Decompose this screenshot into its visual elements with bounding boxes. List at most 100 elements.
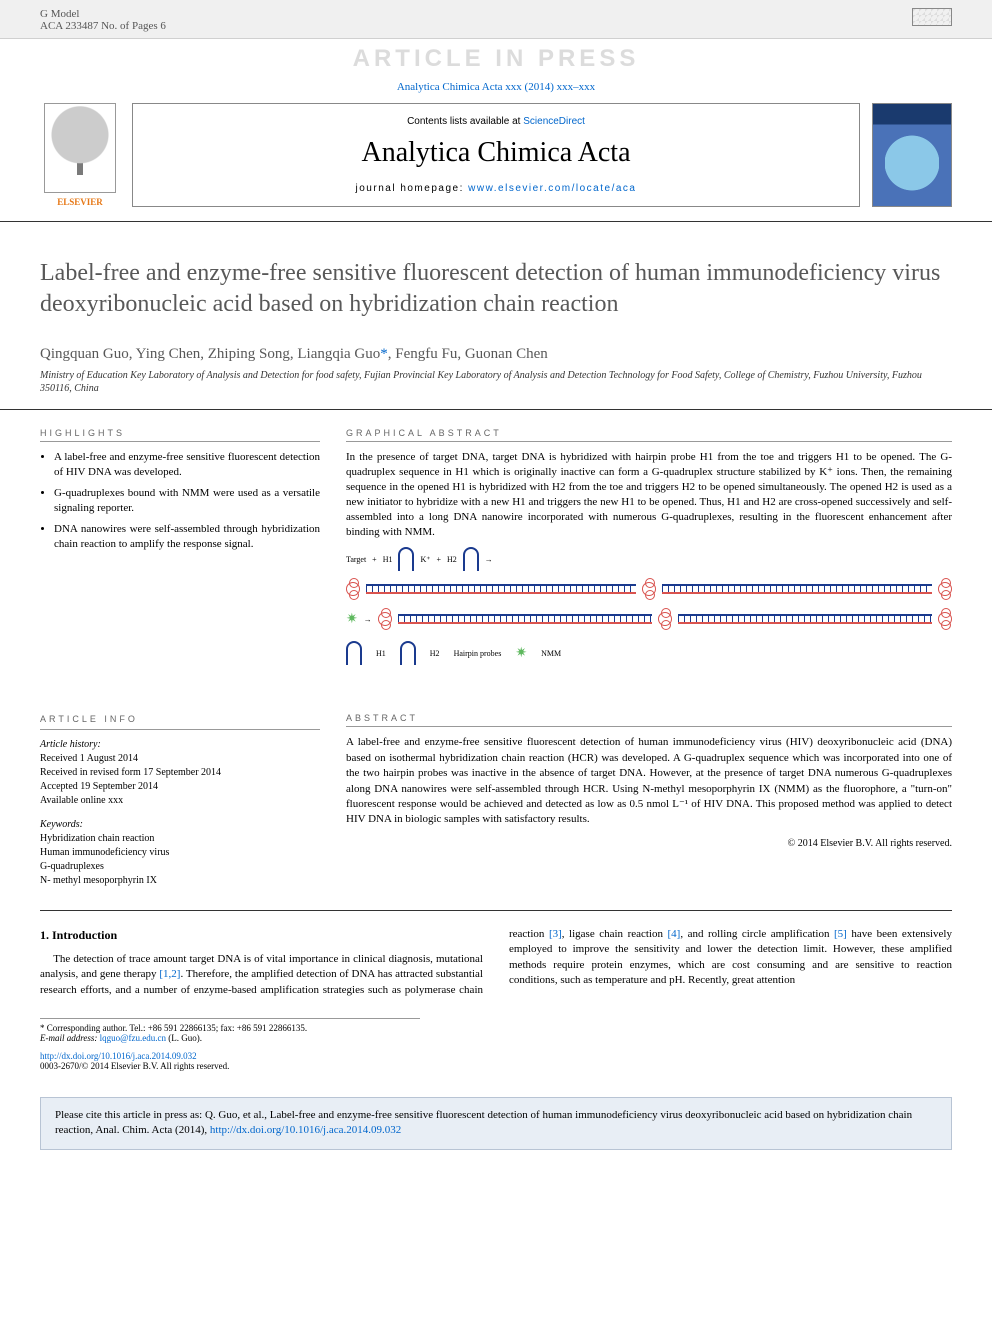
quadruplex-icon: [642, 582, 656, 596]
hairpin-legend: Hairpin probes: [454, 649, 502, 658]
h2-label: H2: [430, 649, 440, 658]
model-label: G Model: [40, 8, 166, 20]
nmm-star-icon: ✷: [515, 645, 527, 662]
h1-label: H1: [376, 649, 386, 658]
cite-box: Please cite this article in press as: Q.…: [40, 1097, 952, 1150]
keyword: G-quadruplexes: [40, 860, 320, 874]
received-date: Received 1 August 2014: [40, 752, 320, 766]
h1-label: H1: [383, 555, 393, 564]
doi-block: http://dx.doi.org/10.1016/j.aca.2014.09.…: [0, 1043, 992, 1087]
corresponding-mark: *: [380, 346, 388, 362]
sciencedirect-link[interactable]: ScienceDirect: [523, 116, 585, 127]
article-info-section: ARTICLE INFO Article history: Received 1…: [40, 713, 320, 888]
masthead-center: Contents lists available at ScienceDirec…: [132, 103, 860, 207]
quadruplex-icon: [938, 582, 952, 596]
artinfo-heading: ARTICLE INFO: [40, 713, 320, 730]
copyright-line: © 2014 Elsevier B.V. All rights reserved…: [346, 838, 952, 849]
hairpin-icon: [463, 547, 479, 571]
highlights-heading: HIGHLIGHTS: [40, 428, 320, 442]
ref-link[interactable]: [5]: [834, 928, 847, 940]
highlight-item: G-quadruplexes bound with NMM were used …: [54, 486, 320, 516]
journal-cover-thumb: [872, 103, 952, 207]
highlights-graphical-row: HIGHLIGHTS A label-free and enzyme-free …: [0, 410, 992, 687]
cite-doi-link[interactable]: http://dx.doi.org/10.1016/j.aca.2014.09.…: [210, 1124, 401, 1136]
article-title: Label-free and enzyme-free sensitive flu…: [40, 258, 952, 320]
accepted-date: Accepted 19 September 2014: [40, 780, 320, 794]
nmm-star-icon: ✷: [346, 611, 358, 628]
diagram-row: ✷ →: [346, 607, 952, 631]
dna-strand: [678, 614, 932, 624]
diagram-row: Target + H1 K⁺ + H2 →: [346, 547, 952, 571]
keywords-heading: Keywords:: [40, 818, 320, 832]
publisher-name: ELSEVIER: [57, 197, 103, 207]
diagram-legend: H1 H2 Hairpin probes ✷ NMM: [346, 641, 952, 665]
affiliation: Ministry of Education Key Laboratory of …: [0, 369, 992, 410]
corr-line: * Corresponding author. Tel.: +86 591 22…: [40, 1023, 420, 1033]
ref-link[interactable]: [4]: [668, 928, 681, 940]
issn-copyright: 0003-2670/© 2014 Elsevier B.V. All right…: [40, 1061, 952, 1071]
history-heading: Article history:: [40, 738, 320, 752]
highlight-item: A label-free and enzyme-free sensitive f…: [54, 450, 320, 480]
abstract-text: A label-free and enzyme-free sensitive f…: [346, 735, 952, 827]
hairpin-icon: [398, 547, 414, 571]
doi-link[interactable]: http://dx.doi.org/10.1016/j.aca.2014.09.…: [40, 1051, 197, 1061]
dna-strand: [398, 614, 652, 624]
masthead: ELSEVIER Contents lists available at Sci…: [0, 103, 992, 222]
elsevier-tree-icon: [44, 103, 116, 193]
keyword: Human immunodeficiency virus: [40, 846, 320, 860]
elsevier-logo: ELSEVIER: [40, 103, 120, 207]
dna-strand: [366, 584, 636, 594]
abstract-heading: ABSTRACT: [346, 713, 952, 727]
intro-text: , ligase chain reaction: [562, 928, 668, 940]
email-link[interactable]: lqguo@fzu.edu.cn: [100, 1033, 166, 1043]
citation-link[interactable]: Analytica Chimica Acta xxx (2014) xxx–xx…: [397, 81, 595, 93]
info-abstract-row: ARTICLE INFO Article history: Received 1…: [0, 695, 992, 888]
corresponding-author-note: * Corresponding author. Tel.: +86 591 22…: [40, 1018, 420, 1043]
authors-line: Qingquan Guo, Ying Chen, Zhiping Song, L…: [0, 328, 992, 369]
abstract-section: ABSTRACT A label-free and enzyme-free se…: [346, 713, 952, 888]
authors-rest: , Fengfu Fu, Guonan Chen: [388, 346, 548, 362]
introduction-columns: 1. Introduction The detection of trace a…: [0, 911, 992, 1008]
homepage-line: journal homepage: www.elsevier.com/locat…: [356, 183, 637, 194]
graphical-abstract-text: In the presence of target DNA, target DN…: [346, 450, 952, 539]
hairpin-icon: [400, 641, 416, 665]
quadruplex-icon: [346, 582, 360, 596]
graphical-heading: GRAPHICAL ABSTRACT: [346, 428, 952, 442]
intro-text: .: [180, 968, 183, 980]
hatched-box-icon: [912, 8, 952, 26]
ref-link[interactable]: [1,2]: [159, 968, 180, 980]
title-block: Label-free and enzyme-free sensitive flu…: [0, 222, 992, 328]
nmm-legend: NMM: [541, 649, 561, 658]
model-value: ACA 233487 No. of Pages 6: [40, 20, 166, 32]
target-label: Target: [346, 555, 366, 564]
quadruplex-icon: [378, 612, 392, 626]
highlight-item: DNA nanowires were self-assembled throug…: [54, 522, 320, 552]
keyword: N- methyl mesoporphyrin IX: [40, 874, 320, 888]
diagram-row: [346, 577, 952, 601]
quadruplex-icon: [658, 612, 672, 626]
contents-prefix: Contents lists available at: [407, 116, 523, 127]
authors-names: Qingquan Guo, Ying Chen, Zhiping Song, L…: [40, 346, 380, 362]
contents-line: Contents lists available at ScienceDirec…: [407, 116, 585, 127]
cite-text: Please cite this article in press as: Q.…: [55, 1109, 912, 1136]
email-suffix: (L. Guo).: [166, 1033, 202, 1043]
top-bar: G Model ACA 233487 No. of Pages 6: [0, 0, 992, 39]
email-label: E-mail address:: [40, 1033, 100, 1043]
press-banner: ARTICLE IN PRESS: [0, 39, 992, 77]
homepage-prefix: journal homepage:: [356, 183, 469, 194]
introduction-heading: 1. Introduction: [40, 927, 483, 944]
highlights-section: HIGHLIGHTS A label-free and enzyme-free …: [40, 428, 320, 687]
intro-text: , and rolling circle amplification: [680, 928, 834, 940]
revised-date: Received in revised form 17 September 20…: [40, 766, 320, 780]
ref-link[interactable]: [3]: [549, 928, 562, 940]
press-banner-text: ARTICLE IN PRESS: [353, 45, 640, 72]
graphical-abstract-section: GRAPHICAL ABSTRACT In the presence of ta…: [346, 428, 952, 687]
highlights-list: A label-free and enzyme-free sensitive f…: [40, 450, 320, 551]
k-label: K⁺: [420, 555, 430, 564]
email-line: E-mail address: lqguo@fzu.edu.cn (L. Guo…: [40, 1033, 420, 1043]
keyword: Hybridization chain reaction: [40, 832, 320, 846]
online-date: Available online xxx: [40, 794, 320, 808]
homepage-link[interactable]: www.elsevier.com/locate/aca: [468, 183, 636, 194]
reaction-diagram: Target + H1 K⁺ + H2 → ✷ →: [346, 547, 952, 687]
dna-strand: [662, 584, 932, 594]
